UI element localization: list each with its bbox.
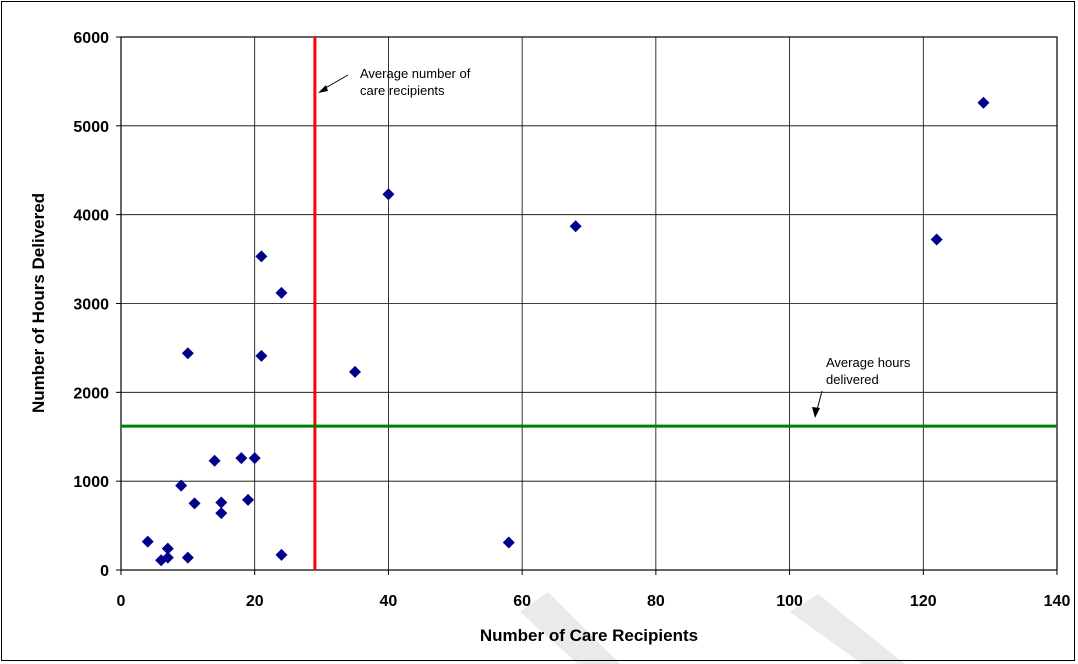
x-tick-label: 0 [117, 593, 126, 610]
annotation-line: care recipients [360, 83, 445, 98]
data-point [275, 548, 288, 561]
data-point [569, 220, 582, 233]
watermark-stripe [790, 594, 905, 664]
arrowhead-icon [318, 85, 328, 93]
data-point [161, 542, 174, 555]
data-point [248, 452, 261, 465]
annotation-line: Average number of [360, 66, 471, 81]
y-tick-label: 0 [100, 563, 109, 580]
annotation-line: delivered [826, 372, 879, 387]
data-point [175, 479, 188, 492]
data-point [242, 493, 255, 506]
grid [121, 37, 1057, 570]
y-tick-label: 6000 [73, 30, 109, 47]
x-tick-label: 120 [910, 593, 937, 610]
y-tick-label: 5000 [73, 119, 109, 136]
data-point [188, 497, 201, 510]
y-axis-title: Number of Hours Delivered [29, 193, 48, 413]
y-tick-label: 4000 [73, 208, 109, 225]
data-point [235, 452, 248, 465]
axis-ticks: 0 20 40 60 80 100 120 140 0 1000 2000 3000 4000 5000 6… [73, 30, 1070, 610]
data-point [382, 188, 395, 201]
data-point [255, 250, 268, 263]
reference-lines [121, 37, 1057, 570]
data-point [502, 536, 515, 549]
x-tick-label: 100 [776, 593, 803, 610]
x-tick-label: 40 [380, 593, 398, 610]
data-point [255, 349, 268, 362]
data-points [141, 96, 990, 567]
x-tick-label: 80 [647, 593, 665, 610]
data-point [977, 96, 990, 109]
data-point [141, 535, 154, 548]
data-point [349, 365, 361, 378]
data-point [181, 347, 194, 360]
arrowhead-icon [812, 407, 820, 418]
data-point [215, 507, 228, 520]
y-tick-label: 1000 [73, 474, 109, 491]
annotation-arrow [816, 390, 823, 411]
x-tick-label: 60 [513, 593, 531, 610]
data-point [930, 233, 943, 246]
watermark-stripe [520, 592, 620, 664]
x-tick-label: 140 [1044, 593, 1071, 610]
data-point [215, 496, 228, 509]
x-axis-title: Number of Care Recipients [480, 626, 698, 645]
annotation-line: Average hours [826, 355, 911, 370]
data-point [275, 286, 288, 299]
y-tick-label: 2000 [73, 385, 109, 402]
data-point [181, 551, 194, 564]
annotation-average-hours: Average hours delivered [812, 355, 911, 418]
data-point [161, 551, 174, 564]
annotation-average-recipients: Average number of care recipients [318, 66, 471, 98]
data-point [208, 454, 221, 467]
x-tick-label: 20 [246, 593, 264, 610]
y-tick-label: 3000 [73, 297, 109, 314]
